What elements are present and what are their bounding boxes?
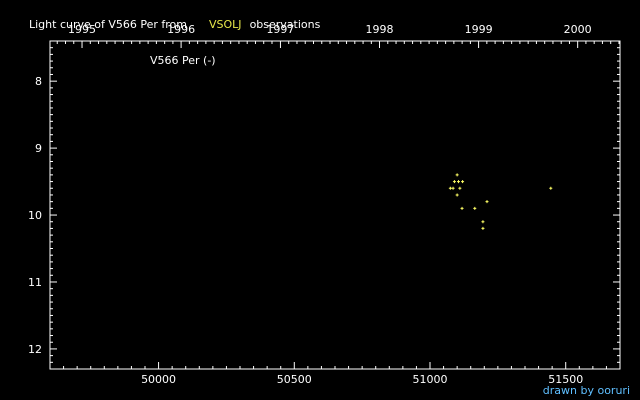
data-point bbox=[458, 186, 462, 190]
y-tick-label: 8 bbox=[35, 75, 42, 88]
y-tick-label: 9 bbox=[35, 142, 42, 155]
top-year-label: 2000 bbox=[564, 23, 592, 36]
credit-text: drawn by ooruri bbox=[542, 384, 630, 397]
data-point bbox=[451, 186, 455, 190]
data-point bbox=[485, 200, 489, 204]
top-year-label: 1996 bbox=[167, 23, 195, 36]
top-year-label: 1999 bbox=[465, 23, 493, 36]
x-tick-label: 51500 bbox=[548, 373, 583, 386]
data-point bbox=[452, 180, 456, 184]
x-tick-label: 50500 bbox=[277, 373, 312, 386]
plot-frame bbox=[49, 40, 621, 370]
title-source: VSOLJ bbox=[209, 18, 242, 31]
title-suffix: observations bbox=[249, 18, 321, 31]
y-tick-label: 10 bbox=[28, 209, 42, 222]
data-point bbox=[549, 186, 553, 190]
data-point bbox=[461, 180, 465, 184]
data-point bbox=[457, 180, 460, 184]
top-year-label: 1998 bbox=[366, 23, 394, 36]
y-tick-label: 11 bbox=[28, 276, 42, 289]
data-point bbox=[473, 206, 477, 210]
y-tick-label: 12 bbox=[28, 343, 42, 356]
chart-title: Light curve of V566 Per from VSOLJ observa… bbox=[22, 5, 320, 31]
data-point bbox=[455, 173, 459, 177]
data-point bbox=[481, 220, 485, 224]
x-tick-label: 50000 bbox=[141, 373, 176, 386]
axis-tick-labels: 50000 50500 51000 51500 1995 1996 1997 1998 1999… bbox=[28, 23, 592, 386]
star-label: V566 Per (-) bbox=[150, 54, 216, 67]
top-year-label: 1997 bbox=[266, 23, 294, 36]
top-year-label: 1995 bbox=[68, 23, 96, 36]
data-points bbox=[448, 173, 553, 230]
title-prefix: Light curve of V566 Per from bbox=[29, 18, 188, 31]
data-point bbox=[455, 193, 459, 197]
data-point bbox=[448, 186, 452, 190]
data-point bbox=[460, 206, 464, 210]
data-point bbox=[481, 226, 485, 230]
axis-ticks bbox=[49, 40, 621, 370]
x-tick-label: 51000 bbox=[413, 373, 448, 386]
